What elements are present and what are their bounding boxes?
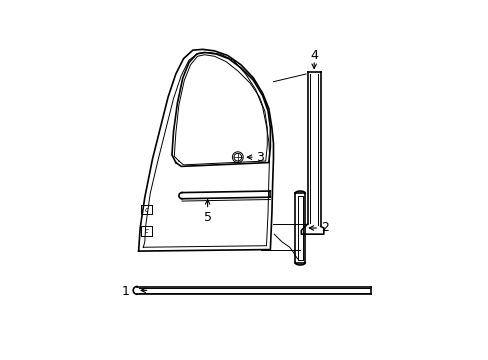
Text: 2: 2	[320, 221, 328, 234]
Text: 1: 1	[121, 285, 129, 298]
Text: 3: 3	[256, 150, 264, 164]
Text: 4: 4	[309, 49, 318, 62]
Text: 5: 5	[203, 211, 211, 224]
Text: c: c	[144, 207, 148, 212]
Text: c: c	[144, 228, 148, 234]
